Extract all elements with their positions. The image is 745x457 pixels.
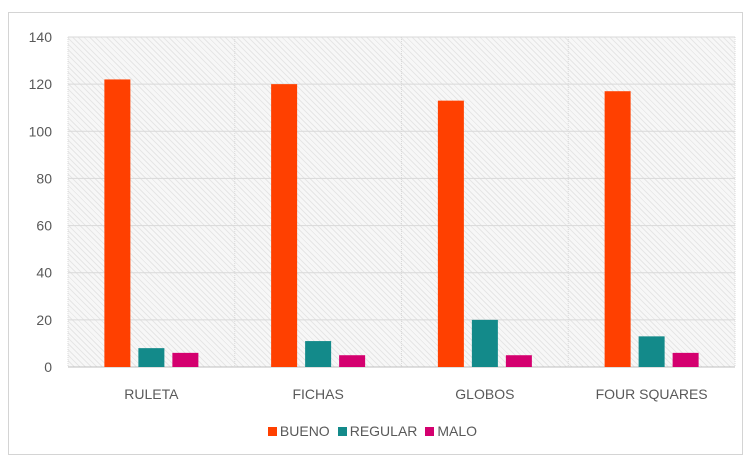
bar-bueno <box>604 91 631 367</box>
bar-bueno <box>271 84 298 368</box>
legend-item-bueno: BUENO <box>267 423 330 439</box>
bar-bueno <box>437 100 464 368</box>
legend-label: MALO <box>437 423 478 439</box>
bar-malo <box>505 355 532 367</box>
legend-label: REGULAR <box>349 423 418 439</box>
bar-regular <box>471 319 498 367</box>
bar-regular <box>638 336 665 367</box>
y-tick-label: 140 <box>29 29 53 45</box>
y-tick-label: 20 <box>36 312 52 328</box>
y-tick-label: 100 <box>29 123 53 139</box>
x-category-label: GLOBOS <box>455 386 514 402</box>
x-category-label: FICHAS <box>292 386 343 402</box>
legend-label: BUENO <box>279 423 330 439</box>
y-tick-label: 40 <box>36 265 52 281</box>
bar-regular <box>138 348 165 367</box>
x-category-label: RULETA <box>124 386 179 402</box>
y-tick-label: 80 <box>36 170 52 186</box>
legend-swatch <box>337 426 347 436</box>
bar-malo <box>172 352 199 367</box>
legend-swatch <box>425 426 435 436</box>
legend-swatch <box>267 426 277 436</box>
y-tick-label: 120 <box>29 76 53 92</box>
bar-malo <box>339 355 366 367</box>
legend-item-malo: MALO <box>425 423 477 439</box>
bar-malo <box>672 352 699 367</box>
legend: BUENO REGULAR MALO <box>0 423 745 439</box>
legend-item-regular: REGULAR <box>337 423 418 439</box>
y-tick-label: 60 <box>36 218 52 234</box>
bar-bueno <box>104 79 131 367</box>
x-category-label: FOUR SQUARES <box>596 386 708 402</box>
bar-regular <box>305 341 332 367</box>
y-tick-label: 0 <box>44 359 52 375</box>
